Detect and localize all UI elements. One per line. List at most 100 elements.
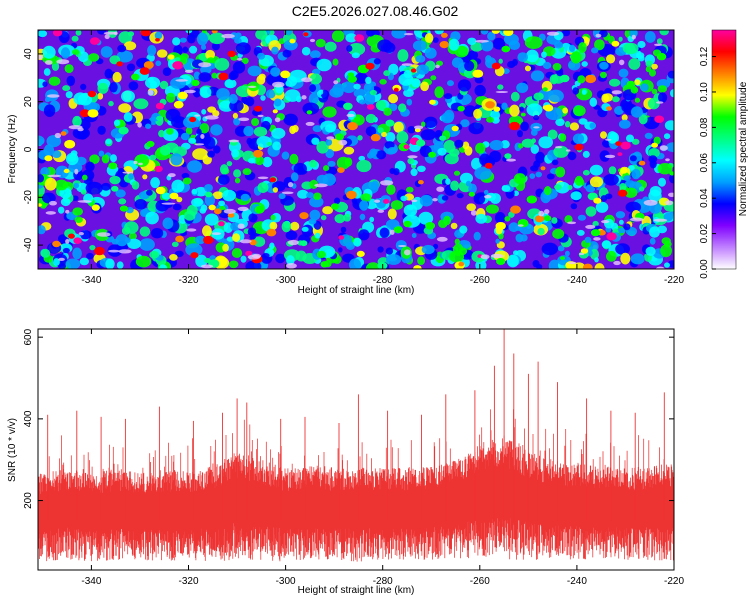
spectrogram-cell <box>320 215 327 221</box>
spectrogram-cell <box>437 147 447 156</box>
spectrogram-cell <box>670 89 674 98</box>
spectrogram-cell <box>365 84 372 91</box>
spectrogram-peak-cell <box>167 54 175 60</box>
spectrogram-low-cell <box>58 257 65 261</box>
spectrogram-cell <box>577 75 586 84</box>
spectrogram-cell <box>100 46 113 58</box>
spectrogram-peak-cell <box>485 101 495 109</box>
spectrogram-low-cell <box>54 132 62 139</box>
spectrogram-peak-cell <box>154 165 163 173</box>
spectrogram-cell <box>552 159 559 166</box>
spectrogram-peak-cell <box>218 221 225 227</box>
spectrogram-cell <box>594 263 605 269</box>
spectrogram-low-cell <box>435 64 440 69</box>
spectrogram-low-cell <box>45 211 56 215</box>
spectrogram-cell <box>450 31 461 41</box>
spectrogram-cell <box>257 182 269 194</box>
spectrogram-cell <box>421 244 435 255</box>
spectrogram-cell <box>411 233 417 238</box>
spectrogram-cell <box>570 51 582 64</box>
x-tick-label: -300 <box>276 275 296 286</box>
x-tick-label: -340 <box>81 576 101 587</box>
spectrogram-low-cell <box>484 194 492 199</box>
spectrogram-cell <box>424 47 437 59</box>
spectrogram-cell <box>379 227 390 238</box>
spectrogram-cell <box>360 193 372 202</box>
spectrogram-cell <box>38 138 45 145</box>
spectrogram-cell <box>38 30 48 38</box>
spectrogram-cell <box>663 133 671 140</box>
spectrogram-cell <box>447 80 454 87</box>
spectrogram-peak-cell <box>493 106 501 112</box>
spectrogram-peak-cell <box>491 30 500 34</box>
spectrogram-low-cell <box>288 182 294 188</box>
spectrogram-low-cell <box>567 221 577 225</box>
spectrogram-cell <box>495 238 500 244</box>
spectrogram-cell <box>661 237 671 245</box>
spectrogram-cell <box>619 219 624 225</box>
spectrogram-cell <box>506 254 519 268</box>
spectrogram-cell <box>396 131 409 144</box>
spectrogram-cell <box>619 183 627 191</box>
spectrogram-cell <box>309 50 321 59</box>
spectrogram-peak-cell <box>266 228 277 237</box>
spectrogram-cell <box>649 237 656 245</box>
spectrogram-cell <box>89 154 100 164</box>
spectrogram-cell <box>79 257 90 266</box>
y-tick-label: 20 <box>23 96 34 108</box>
spectrogram-cell <box>290 221 300 231</box>
spectrogram-cell <box>162 217 174 230</box>
spectrogram-low-cell <box>78 232 84 236</box>
spectrogram-cell <box>620 252 631 265</box>
spectrogram-cell <box>204 184 213 192</box>
spectrogram-peak-cell <box>491 62 501 70</box>
spectrogram-cell <box>128 232 137 241</box>
spectrogram-cell <box>60 197 71 207</box>
spectrogram-cell <box>450 180 460 191</box>
spectrogram-low-cell <box>77 127 84 132</box>
spectrogram-cell <box>347 43 366 56</box>
spectrogram-peak-cell <box>108 162 118 170</box>
spectrogram-cell <box>260 95 266 101</box>
spectrogram-peak-cell <box>496 258 506 265</box>
spectrogram-cell <box>561 30 571 37</box>
spectrogram-peak-cell <box>626 80 636 88</box>
spectrogram-cell <box>479 153 491 166</box>
spectrogram-peak-cell <box>89 37 100 45</box>
spectrogram-peak-cell <box>617 152 623 157</box>
spectrogram-cell <box>123 41 137 51</box>
spectrogram-low-cell <box>401 63 413 66</box>
spectrogram-cell <box>195 254 208 268</box>
spectrogram-low-cell <box>175 79 188 82</box>
spectrogram-cell <box>166 92 176 103</box>
spectrogram-low-cell <box>643 199 658 206</box>
spectrogram-peak-cell <box>63 168 70 174</box>
spectrogram-cell <box>216 88 230 100</box>
spectrogram-cell <box>213 145 221 154</box>
spectrogram-cell <box>520 121 529 132</box>
spectrogram-cell <box>249 234 256 240</box>
y-tick-label: 600 <box>23 328 34 345</box>
spectrogram-cell <box>467 37 477 45</box>
spectrogram-low-cell <box>604 154 616 159</box>
y-tick-label: 0 <box>23 146 34 152</box>
spectrogram-cell <box>594 39 605 51</box>
spectrogram-cell <box>349 258 361 269</box>
spectrogram-low-cell <box>436 186 445 192</box>
snr-y-axis-label: SNR (10 * v/v) <box>7 418 18 482</box>
spectrogram-cell <box>97 125 106 135</box>
spectrogram-cell <box>658 92 668 103</box>
spectrogram-cell <box>454 45 469 58</box>
spectrogram-cell <box>116 261 124 269</box>
spectrogram-cell <box>582 150 590 158</box>
spectrogram-cell <box>625 201 642 213</box>
spectrogram-peak-cell <box>155 186 166 195</box>
spectrogram-cell <box>406 204 414 210</box>
spectrogram-cell <box>556 70 564 77</box>
spectrogram-low-cell <box>568 261 577 265</box>
spectrogram-peak-cell <box>289 38 296 44</box>
spectrogram-peak-cell <box>227 50 236 57</box>
spectrogram-cell <box>594 257 599 263</box>
spectrogram-cell <box>645 246 656 256</box>
spectrogram-cell <box>194 235 206 245</box>
